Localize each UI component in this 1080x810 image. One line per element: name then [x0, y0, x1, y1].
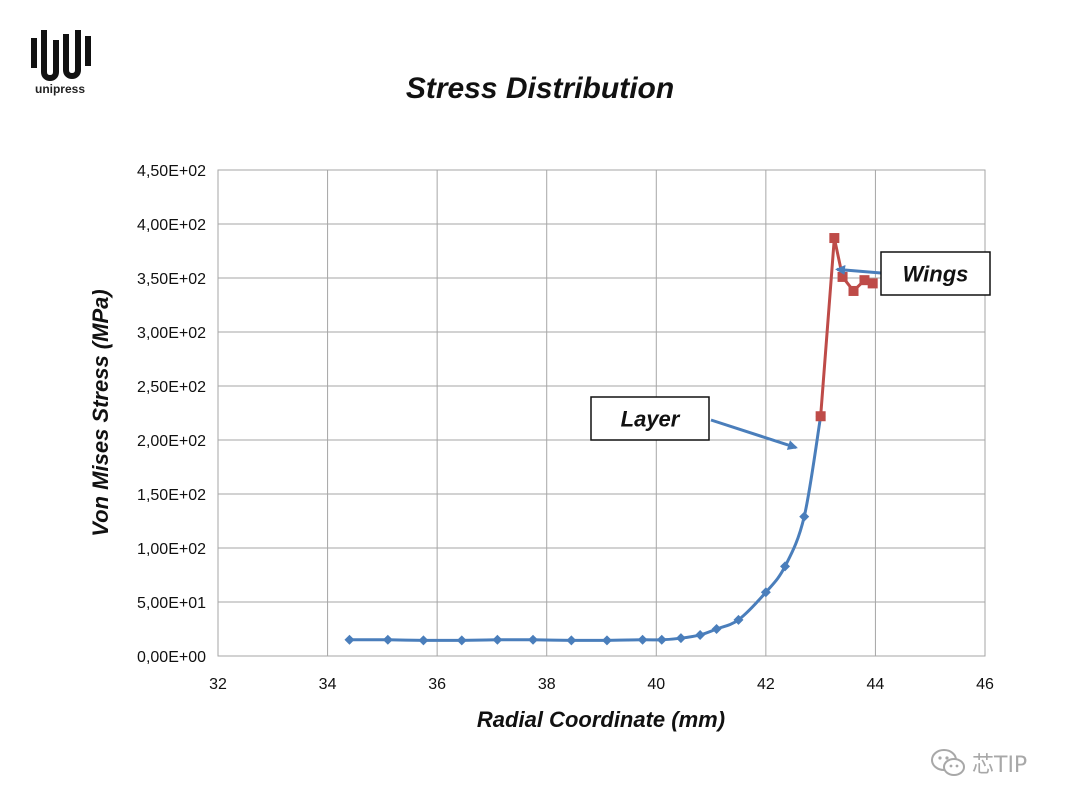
x-axis-label: Radial Coordinate (mm) — [477, 707, 725, 732]
annotation-box-layer — [590, 396, 710, 441]
y-tick-label: 4,00E+02 — [137, 217, 206, 234]
watermark: 芯TIP — [930, 746, 1027, 780]
x-tick-labels: 32 34 36 38 40 42 44 46 — [209, 676, 994, 693]
data-point-layer — [637, 634, 648, 645]
x-tick-label: 36 — [428, 676, 446, 693]
x-tick-label: 42 — [757, 676, 775, 693]
data-point-layer — [601, 635, 612, 646]
data-point-layer — [344, 634, 355, 645]
unipress-logo — [31, 30, 91, 81]
data-point-wings — [867, 278, 878, 289]
data-point-wings — [837, 271, 848, 282]
data-point-layer — [733, 614, 744, 625]
data-point-layer — [456, 635, 467, 646]
annotation-arrow-wings — [835, 265, 882, 276]
data-point-layer — [656, 634, 667, 645]
y-tick-label: 1,50E+02 — [137, 487, 206, 504]
x-tick-label: 34 — [319, 676, 337, 693]
annotation-label-layer: Layer — [621, 407, 681, 432]
data-point-layer — [695, 629, 706, 640]
data-point-layer — [566, 635, 577, 646]
data-point-layer — [711, 624, 722, 634]
data-point-wings — [829, 233, 840, 244]
chart-title: Stress Distribution — [405, 72, 675, 105]
series-group — [344, 233, 878, 646]
y-tick-label: 4,50E+02 — [137, 163, 206, 180]
data-point-layer — [675, 633, 686, 644]
y-tick-label: 2,50E+02 — [137, 379, 206, 396]
x-tick-label: 38 — [538, 676, 556, 693]
y-tick-label: 3,00E+02 — [137, 325, 206, 342]
wechat-icon — [931, 749, 965, 776]
data-point-wings — [848, 285, 859, 296]
annotation-label-wings: Wings — [903, 262, 969, 287]
y-tick-label: 1,00E+02 — [137, 541, 206, 558]
y-tick-label: 3,50E+02 — [137, 271, 206, 288]
y-tick-label: 2,00E+02 — [137, 433, 206, 450]
data-point-layer — [799, 511, 810, 522]
data-point-layer — [780, 561, 791, 572]
data-point-wings — [859, 275, 870, 286]
annotation-box-wings — [880, 251, 991, 296]
x-tick-label: 40 — [647, 676, 665, 693]
data-point-wings — [815, 411, 826, 422]
x-tick-label: 44 — [867, 676, 885, 693]
x-tick-label: 46 — [976, 676, 994, 693]
logo-text: unipress — [34, 82, 85, 96]
y-tick-labels: 0,00E+00 5,00E+01 1,00E+02 1,50E+02 2,00E+02… — [137, 163, 206, 666]
y-tick-label: 5,00E+01 — [137, 595, 206, 612]
data-point-layer — [528, 634, 539, 645]
annotations: Layer Wings — [590, 251, 991, 450]
y-axis-label: Von Mises Stress (MPa) — [88, 289, 113, 536]
annotation-arrow-layer — [710, 418, 798, 450]
data-point-layer — [418, 635, 429, 646]
y-tick-label: 0,00E+00 — [137, 649, 206, 666]
x-tick-label: 32 — [209, 676, 227, 693]
watermark-text: 芯TIP — [972, 753, 1028, 778]
data-point-layer — [492, 634, 503, 645]
data-point-layer — [382, 634, 393, 645]
data-point-layer — [760, 587, 771, 598]
